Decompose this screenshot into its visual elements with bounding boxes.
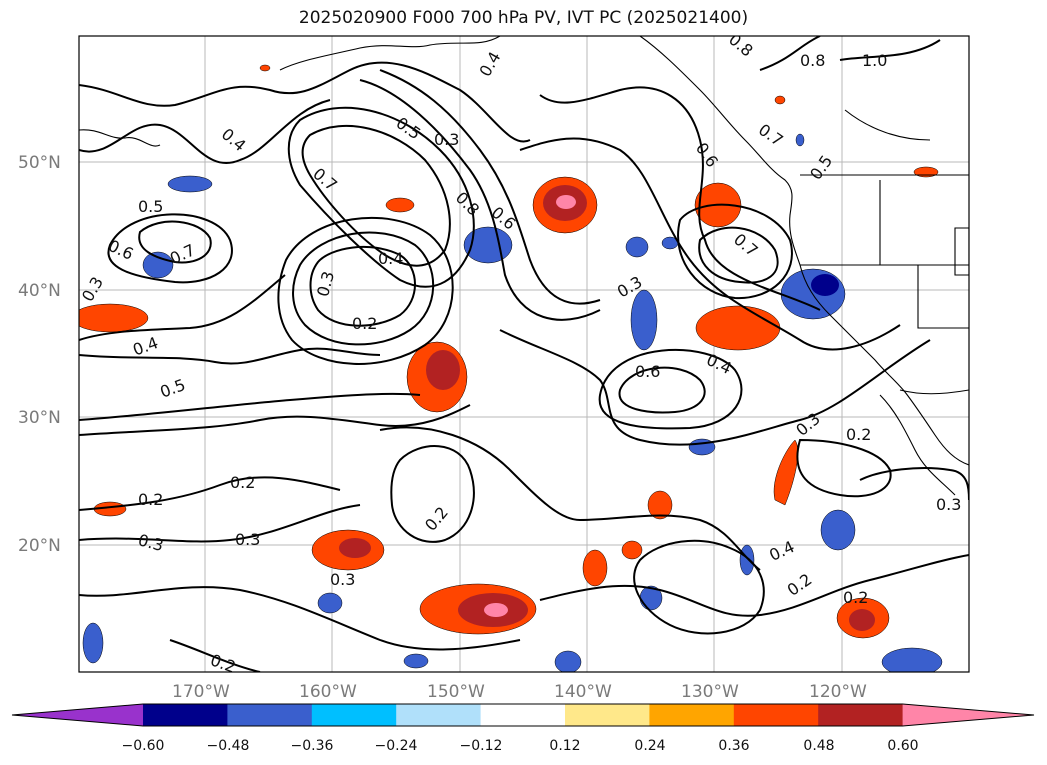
- lon-label-150w: 150°W: [427, 682, 485, 702]
- lon-label-170w: 170°W: [172, 682, 230, 702]
- colorbar-tick: 0.60: [887, 738, 918, 754]
- latitude-labels: 50°N 40°N 30°N 20°N: [18, 153, 61, 556]
- colorbar-tick: −0.12: [460, 738, 503, 754]
- contour-label: 0.3: [330, 570, 355, 589]
- negative-anomaly-6: [82, 133, 943, 672]
- positive-anomaly-4: [406, 341, 468, 413]
- lat-label-30n: 30°N: [18, 408, 61, 428]
- negative-anomaly-4: [625, 236, 679, 351]
- colorbar-ticks: −0.60 −0.48 −0.36 −0.24 −0.12 0.12 0.24 …: [122, 738, 919, 754]
- colorbar-cell: [733, 704, 819, 726]
- contour-label: 0.2: [230, 473, 255, 492]
- colorbar-cell: [818, 704, 904, 726]
- contour-label: 1.0: [862, 51, 887, 70]
- colorbar-cells: [11, 703, 1035, 727]
- coastlines: [79, 36, 969, 496]
- positive-anomaly-5: [79, 303, 149, 333]
- positive-anomaly-1: [532, 176, 598, 234]
- lon-label-130w: 130°W: [681, 682, 739, 702]
- positive-anomaly-3: [695, 305, 781, 351]
- colorbar-cell: [480, 704, 566, 726]
- contour-label: 0.3: [434, 130, 459, 149]
- lat-label-40n: 40°N: [18, 281, 61, 301]
- pv-contours: [79, 36, 969, 672]
- contour-label: 0.2: [208, 650, 238, 677]
- colorbar-cell: [396, 704, 482, 726]
- positive-anomaly-8: [419, 583, 537, 635]
- negative-anomaly-1: [167, 175, 213, 193]
- colorbar-cell: [311, 704, 397, 726]
- colorbar-cell: [143, 704, 228, 726]
- colorbar-tick: 0.12: [549, 738, 580, 754]
- contour-label: 0.3: [936, 495, 961, 514]
- colorbar-cell: [227, 704, 313, 726]
- contour-label: 0.2: [846, 425, 871, 444]
- lon-label-120w: 120°W: [809, 682, 867, 702]
- negative-anomaly-2: [142, 251, 174, 279]
- contour-label: 0.2: [352, 314, 377, 333]
- gridlines: [79, 36, 969, 672]
- colorbar-tick: −0.24: [375, 738, 418, 754]
- lat-label-20n: 20°N: [18, 536, 61, 556]
- colorbar-tick: −0.48: [207, 738, 250, 754]
- positive-anomaly-11: [836, 597, 890, 639]
- colorbar-cell: [649, 704, 735, 726]
- lon-label-160w: 160°W: [299, 682, 357, 702]
- colorbar-extend-right: [902, 704, 1034, 726]
- colorbar: −0.60 −0.48 −0.36 −0.24 −0.12 0.12 0.24 …: [11, 703, 1035, 754]
- contour-label: 0.2: [843, 588, 868, 607]
- contour-label: 0.4: [378, 249, 403, 268]
- colorbar-outline: [11, 703, 1035, 727]
- colorbar-tick: 0.36: [718, 738, 749, 754]
- positive-anomaly-7: [311, 529, 385, 571]
- negative-anomaly-3: [463, 226, 513, 264]
- longitude-labels: 170°W 160°W 150°W 140°W 130°W 120°W: [172, 682, 867, 702]
- map-frame: [78, 35, 970, 673]
- colorbar-extend-left: [12, 704, 143, 726]
- lat-label-50n: 50°N: [18, 153, 61, 173]
- positive-anomaly-10: [93, 490, 673, 587]
- contour-label: 0.3: [235, 530, 260, 549]
- contour-label: 0.2: [138, 490, 163, 509]
- map-panel: 0.2 0.2 0.2 0.2 0.2 0.2 0.2 0.2 0.3 0.3 …: [79, 36, 969, 677]
- colorbar-tick: −0.60: [122, 738, 165, 754]
- colorbar-tick: −0.36: [291, 738, 334, 754]
- colorbar-cell: [565, 704, 650, 726]
- colorbar-tick: 0.48: [803, 738, 834, 754]
- contour-label: 0.5: [138, 197, 163, 216]
- colorbar-tick: 0.24: [634, 738, 665, 754]
- map-title: 2025020900 F000 700 hPa PV, IVT PC (2025…: [298, 8, 749, 28]
- contour-label: 0.6: [635, 362, 660, 381]
- contour-label: 0.8: [800, 51, 825, 70]
- positive-anomaly-6: [385, 197, 415, 213]
- positive-anomaly-9: [773, 439, 798, 506]
- lon-label-140w: 140°W: [554, 682, 612, 702]
